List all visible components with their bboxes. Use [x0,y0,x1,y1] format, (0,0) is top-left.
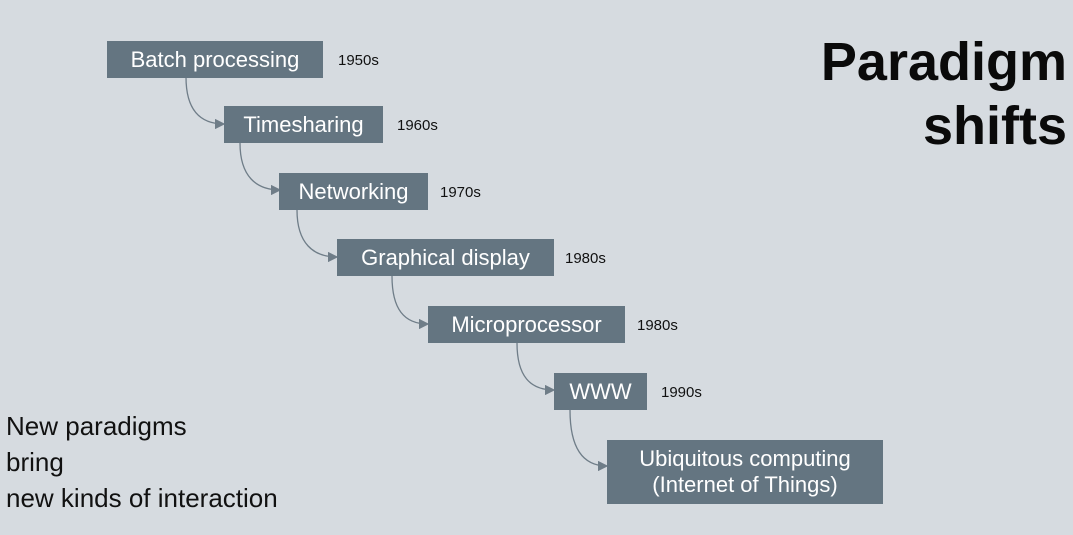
year-timesharing: 1960s [397,117,438,134]
box-label: WWW [569,378,632,404]
slide-title: Paradigm shifts [821,30,1067,158]
arrow-graphical-to-microprocessor [391,275,430,330]
arrow-microprocessor-to-www [516,342,556,396]
title-line-1: Paradigm [820,32,1067,92]
year-www: 1990s [661,384,702,401]
note-line-3: new kinds of interaction [6,483,278,513]
box-microprocessor: Microprocessor [428,306,625,343]
box-label: Microprocessor [451,311,602,337]
box-networking: Networking [279,173,428,210]
box-graphical-display: Graphical display [337,239,554,276]
arrow-timesharing-to-networking [239,142,282,196]
arrow-www-to-ubiquitous [569,409,609,472]
box-label: Timesharing [243,111,364,137]
box-label: Networking [298,178,409,204]
box-www: WWW [554,373,647,410]
box-batch-processing: Batch processing [107,41,323,78]
arrow-batch-to-timesharing [185,76,226,130]
year-batch-processing: 1950s [338,52,379,69]
box-ubiquitous-computing: Ubiquitous computing (Internet of Things… [607,440,883,504]
box-label-line-1: Ubiquitous computing [639,446,851,471]
interaction-note: New paradigms bring new kinds of interac… [6,408,278,516]
arrow-networking-to-graphical [296,209,339,263]
box-label-line-2: (Internet of Things) [652,472,838,497]
title-line-2: shifts [922,96,1067,156]
box-timesharing: Timesharing [224,106,383,143]
year-graphical-display: 1980s [565,250,606,267]
box-label: Batch processing [130,46,300,72]
note-line-1: New paradigms [6,411,187,441]
year-networking: 1970s [440,184,481,201]
note-line-2: bring [6,447,64,477]
box-label: Graphical display [361,244,530,270]
year-microprocessor: 1980s [637,317,678,334]
